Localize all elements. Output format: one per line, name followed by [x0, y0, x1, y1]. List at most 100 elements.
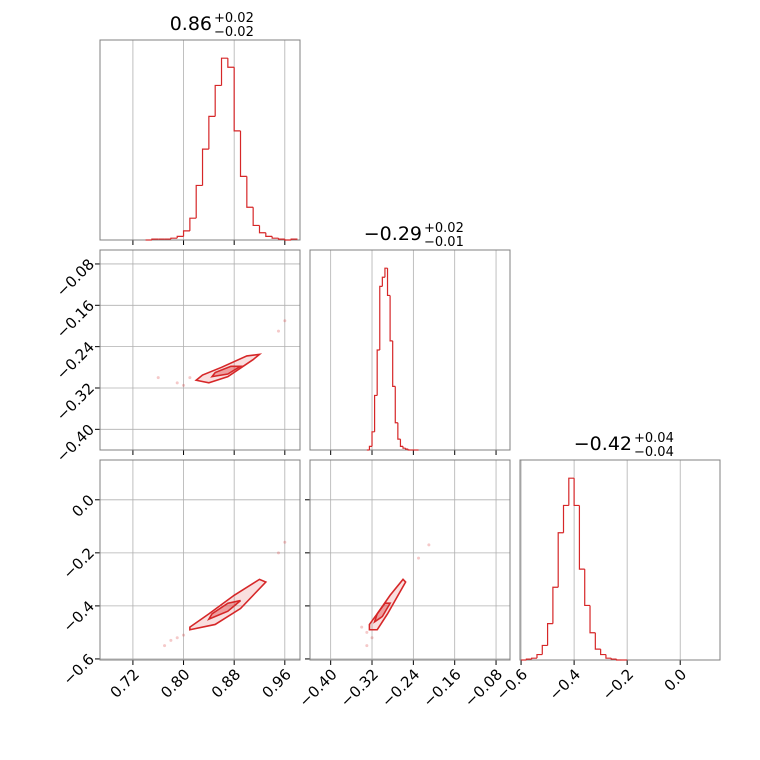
panel-frame: [519, 459, 721, 661]
hist-step: [399, 439, 404, 447]
panel-frame: [309, 459, 511, 661]
x-tick-label: −0.2: [599, 665, 637, 703]
hist-step: [392, 340, 396, 387]
y-tick-label: −0.2: [60, 544, 98, 582]
hist-step: [384, 267, 388, 278]
hist-step: [376, 349, 380, 396]
sample-point: [175, 381, 179, 385]
hist-step: [195, 184, 203, 219]
hist-step: [405, 448, 409, 450]
sample-point: [365, 630, 369, 634]
sample-point: [182, 633, 186, 637]
hist-step: [568, 477, 575, 506]
title-plus: +0.02: [424, 221, 464, 236]
hist-step: [170, 237, 178, 240]
hist-step: [394, 386, 398, 424]
title-plus: +0.04: [634, 431, 674, 446]
title-median: −0.42: [574, 433, 632, 455]
hist-step: [290, 238, 298, 240]
title-minus: −0.04: [634, 445, 674, 460]
sample-point: [283, 319, 287, 323]
sample-point: [370, 636, 374, 640]
hist-step: [371, 431, 375, 447]
x-tick-label: 0.88: [208, 665, 244, 701]
sample-point: [188, 376, 192, 380]
contour: [368, 578, 407, 631]
hist-step: [552, 586, 559, 624]
hist-step: [389, 295, 393, 342]
hist-step: [189, 217, 197, 231]
hist-step: [578, 505, 585, 570]
hist-step: [525, 658, 532, 660]
contour: [189, 578, 268, 631]
hist-step: [589, 605, 596, 634]
hist-step: [220, 57, 228, 86]
hist-step: [258, 225, 266, 234]
hist-step: [562, 504, 569, 533]
contour: [210, 365, 244, 378]
sample-point: [156, 376, 160, 380]
x-tick-label: −0.16: [419, 665, 464, 710]
title-median: −0.29: [364, 223, 422, 245]
hist-step: [201, 148, 209, 186]
hist-step: [379, 285, 383, 350]
x-tick-label: −0.24: [378, 665, 423, 710]
y-tick-label: −0.24: [53, 338, 98, 383]
y-tick-label: −0.32: [53, 379, 98, 424]
sample-point: [360, 625, 364, 629]
hist-step: [208, 115, 216, 150]
hist-step: [284, 239, 292, 241]
hist-step: [233, 67, 241, 132]
panel-frame: [99, 249, 301, 451]
sample-point: [169, 638, 173, 642]
hist-step: [407, 449, 411, 451]
panel-frame: [99, 459, 301, 661]
title-plus: +0.02: [214, 11, 254, 26]
sample-point: [175, 636, 179, 640]
hist-step: [239, 130, 247, 177]
hist-step: [546, 623, 553, 646]
hist-step: [386, 268, 391, 297]
hist-step: [277, 238, 285, 240]
hist-step: [182, 230, 190, 237]
hist-step: [246, 176, 254, 208]
hist-step: [573, 478, 580, 507]
hist-step: [402, 446, 406, 449]
x-tick-label: −0.32: [337, 665, 382, 710]
hist-step: [252, 207, 260, 227]
x-tick-label: −0.40: [295, 665, 340, 710]
hist-step: [541, 644, 548, 655]
hist-step: [397, 422, 401, 440]
hist-step: [227, 58, 235, 68]
hist-step: [531, 657, 537, 660]
x-tick-label: 0.72: [107, 665, 143, 701]
hist-step: [271, 236, 279, 239]
y-tick-label: −0.40: [53, 421, 98, 466]
hist-step: [584, 569, 591, 607]
sample-point: [182, 383, 186, 387]
y-tick-label: −0.6: [60, 650, 98, 688]
hist-step: [600, 649, 606, 656]
x-tick-label: 0.0: [661, 665, 691, 695]
y-tick-label: 0.0: [68, 491, 98, 521]
contour: [206, 599, 242, 621]
hist-step: [536, 653, 543, 659]
hist-step: [610, 658, 617, 660]
title-minus: −0.02: [214, 25, 254, 40]
hist-step: [594, 632, 601, 650]
title-median: 0.86: [170, 13, 212, 35]
x-tick-label: 0.80: [157, 665, 193, 701]
y-tick-label: −0.16: [53, 297, 98, 342]
sample-point: [283, 540, 287, 544]
y-tick-label: −0.08: [53, 255, 98, 300]
title-minus: −0.01: [424, 235, 464, 250]
hist-step: [615, 659, 622, 661]
hist-step: [381, 276, 385, 287]
sample-point: [276, 551, 280, 555]
sample-point: [365, 644, 369, 648]
hist-step: [605, 654, 612, 659]
x-tick-label: −0.4: [546, 665, 584, 703]
hist-step: [557, 532, 564, 588]
hist-step: [176, 235, 184, 239]
